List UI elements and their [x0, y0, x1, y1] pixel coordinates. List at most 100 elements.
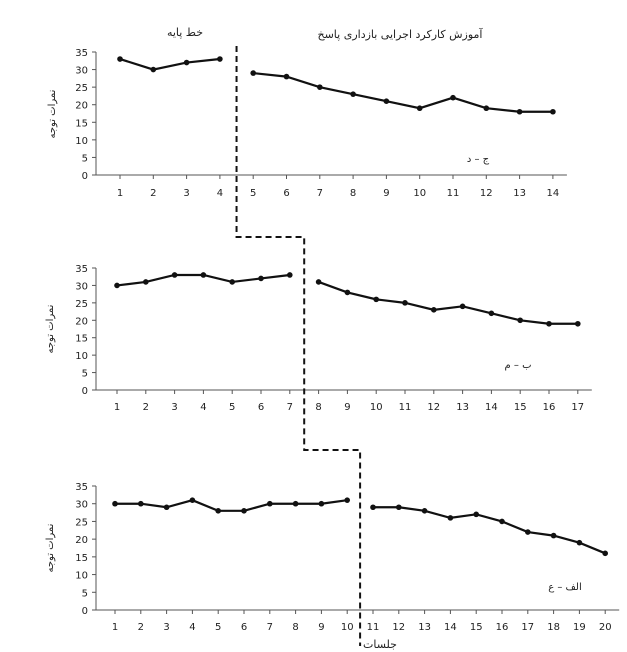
y-tick-label: 30 — [75, 66, 88, 77]
x-tick-label: 12 — [392, 622, 405, 633]
x-tick-label: 1 — [117, 188, 123, 199]
x-tick-label: 17 — [571, 402, 584, 413]
x-tick-label: 7 — [287, 402, 293, 413]
x-tick-label: 16 — [543, 402, 556, 413]
x-tick-label: 19 — [573, 622, 586, 633]
y-tick-label: 25 — [75, 83, 88, 94]
x-tick-label: 4 — [217, 188, 223, 199]
y-tick-label: 30 — [75, 281, 88, 292]
y-axis-label: نمرات توجه — [45, 305, 56, 354]
x-tick-label: 15 — [514, 402, 527, 413]
x-tick-label: 7 — [317, 188, 323, 199]
intervention-series-point — [473, 511, 480, 518]
baseline-series-point — [215, 508, 221, 514]
intervention-series-point — [488, 310, 495, 317]
y-tick-label: 0 — [82, 171, 88, 182]
intervention-series-point — [525, 529, 531, 535]
intervention-series-line — [318, 280, 578, 325]
y-tick-label: 10 — [75, 351, 88, 362]
x-tick-label: 4 — [189, 622, 195, 633]
y-tick-label: 15 — [75, 118, 88, 129]
intervention-series-point — [431, 307, 437, 313]
y-tick-label: 25 — [75, 299, 88, 310]
intervention-series-point — [575, 320, 581, 327]
x-tick-label: 8 — [315, 402, 321, 413]
intervention-phase-label: آموزش کارکرد اجرایی بازداری پاسخ — [317, 27, 483, 41]
x-tick-label: 5 — [250, 188, 256, 199]
intervention-series-point — [459, 303, 466, 310]
baseline-series-point — [258, 275, 264, 282]
baseline-series-point — [117, 56, 123, 62]
y-tick-label: 30 — [75, 500, 88, 511]
y-tick-label: 20 — [75, 316, 88, 327]
baseline-series-point — [163, 504, 170, 511]
y-tick-label: 35 — [75, 264, 88, 275]
baseline-series-point — [287, 272, 293, 278]
baseline-series-point — [241, 508, 247, 514]
baseline-series-point — [138, 500, 144, 507]
y-tick-label: 5 — [82, 153, 88, 164]
intervention-series-line — [373, 506, 606, 555]
baseline-series-line — [119, 57, 221, 71]
baseline-series-point — [112, 500, 118, 507]
y-tick-label: 15 — [75, 553, 88, 564]
x-tick-label: 20 — [599, 622, 612, 633]
x-tick-label: 9 — [344, 402, 350, 413]
intervention-series-point — [396, 504, 402, 511]
intervention-series-point — [350, 91, 356, 97]
intervention-series-point — [546, 320, 552, 327]
x-tick-label: 1 — [112, 622, 118, 633]
x-tick-label: 12 — [427, 402, 440, 413]
y-axis-label: نمرات توجه — [47, 90, 58, 139]
x-tick-label: 11 — [367, 622, 380, 633]
intervention-series-point — [373, 296, 380, 303]
x-tick-label: 18 — [547, 622, 560, 633]
x-tick-label: 12 — [480, 188, 493, 199]
intervention-series-point — [550, 108, 556, 115]
y-tick-label: 35 — [75, 48, 88, 59]
x-tick-label: 9 — [383, 188, 389, 199]
x-tick-label: 6 — [241, 622, 247, 633]
intervention-series-point — [370, 504, 376, 511]
baseline-series-point — [217, 56, 223, 62]
intervention-series-point — [283, 73, 290, 80]
x-tick-label: 10 — [413, 188, 426, 199]
x-tick-label: 10 — [341, 622, 354, 633]
baseline-series-point — [292, 500, 299, 507]
intervention-series-point — [315, 279, 322, 285]
x-tick-label: 11 — [447, 188, 460, 199]
x-tick-label: 17 — [521, 622, 534, 633]
x-tick-label: 9 — [318, 622, 324, 633]
intervention-series-point — [317, 84, 323, 90]
x-tick-label: 3 — [163, 622, 169, 633]
panel-label: الف – ع — [548, 582, 582, 593]
intervention-series-point — [421, 508, 428, 514]
y-tick-label: 10 — [75, 571, 88, 582]
panel-label: ج – د — [467, 154, 490, 165]
baseline-series-point — [150, 66, 157, 73]
x-tick-label: 1 — [114, 402, 120, 413]
baseline-series-point — [143, 279, 149, 285]
baseline-series-point — [200, 272, 207, 278]
y-tick-label: 10 — [75, 136, 88, 147]
y-tick-label: 25 — [75, 517, 88, 528]
intervention-series-point — [499, 518, 505, 525]
x-tick-label: 4 — [200, 402, 206, 413]
x-tick-label: 3 — [171, 402, 177, 413]
panel-label: ب – م — [505, 360, 532, 371]
y-tick-label: 15 — [75, 334, 88, 345]
baseline-series-point — [189, 497, 196, 503]
intervention-series-line — [253, 71, 553, 113]
x-tick-label: 2 — [143, 402, 149, 413]
x-tick-label: 7 — [267, 622, 273, 633]
intervention-series-point — [250, 70, 256, 76]
y-tick-label: 20 — [75, 101, 88, 112]
x-tick-label: 14 — [485, 402, 498, 413]
x-tick-label: 6 — [283, 188, 289, 199]
baseline-series-point — [183, 59, 190, 66]
intervention-series-point — [550, 532, 557, 539]
